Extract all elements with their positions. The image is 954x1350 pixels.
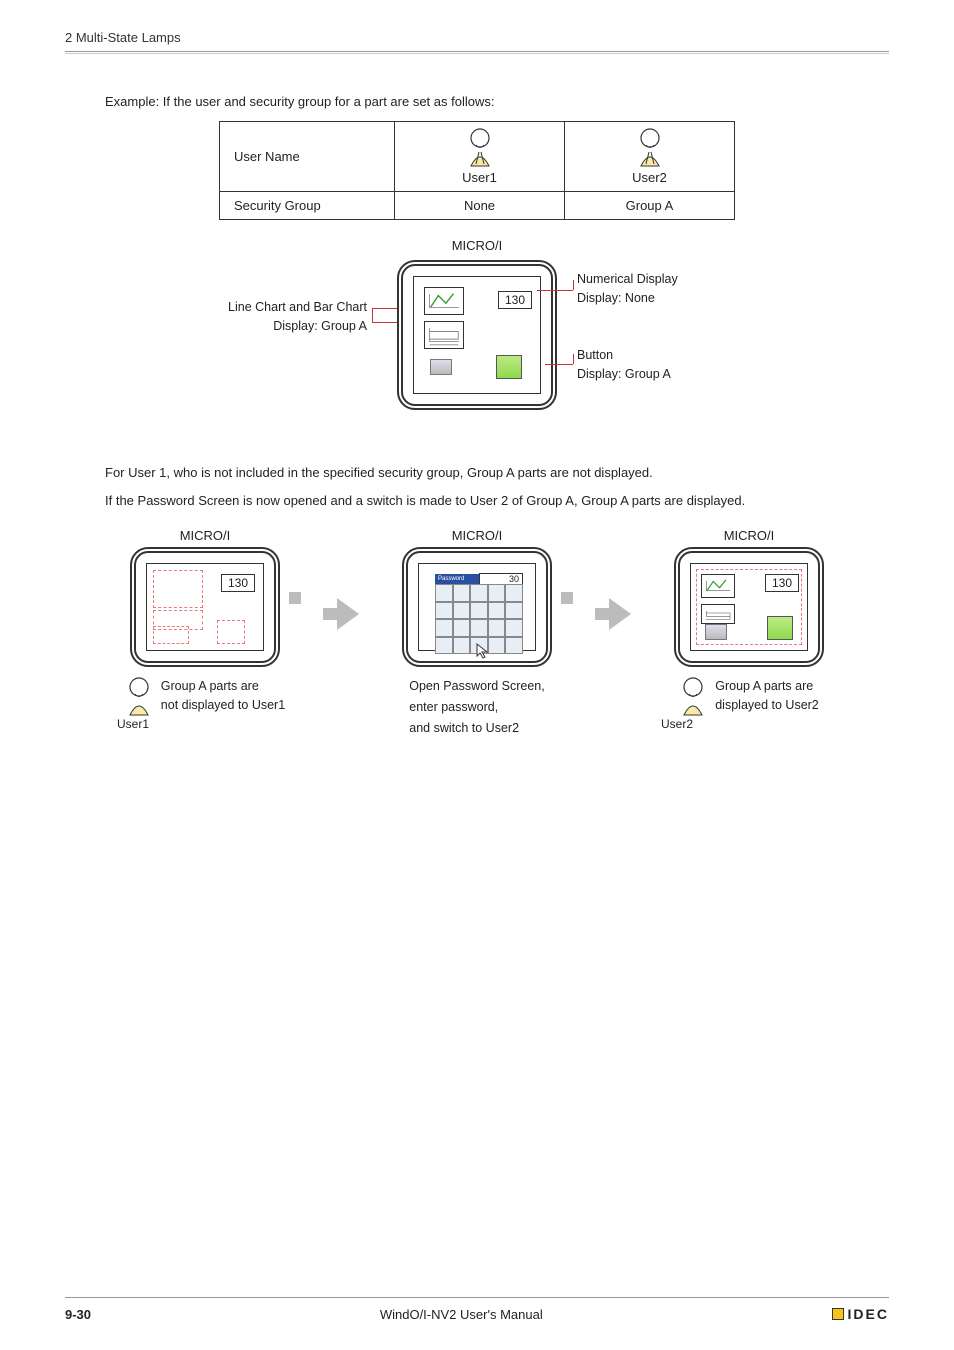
- brand-text: IDEC: [848, 1306, 889, 1322]
- table-row: Security Group None Group A: [220, 192, 735, 220]
- bar-chart-icon: [701, 604, 735, 624]
- callout-line: Display: None: [577, 289, 737, 308]
- user-cell: User2: [565, 122, 735, 192]
- caption-line: Open Password Screen,: [409, 677, 545, 696]
- button-icon: [767, 616, 793, 640]
- user-label: User2: [661, 717, 693, 731]
- row-label: Security Group: [220, 192, 395, 220]
- cursor-icon: [475, 642, 489, 660]
- divider: [65, 53, 889, 54]
- line-chart-icon: [424, 287, 464, 315]
- numerical-display: 130: [765, 574, 799, 592]
- main-diagram: MICRO/I Line Chart and Bar Chart Display…: [167, 238, 787, 438]
- numerical-display: 130: [498, 291, 532, 309]
- page-number: 9-30: [65, 1307, 91, 1322]
- user-cell: User1: [395, 122, 565, 192]
- sequence-step-2: MICRO/I Password 30 Open Password Screen…: [387, 528, 567, 737]
- section-heading: 2 Multi-State Lamps: [65, 30, 889, 52]
- left-callout: Line Chart and Bar Chart Display: Group …: [197, 298, 367, 336]
- leader-line: [372, 308, 373, 322]
- user-icon: [679, 677, 707, 717]
- table-row: User Name User1 User2: [220, 122, 735, 192]
- callout-line: Button: [577, 346, 737, 365]
- callout-line: Line Chart and Bar Chart: [197, 298, 367, 317]
- user-icon: [125, 677, 153, 717]
- security-cell: Group A: [565, 192, 735, 220]
- caption-line: not displayed to User1: [161, 696, 285, 715]
- manual-title: WindO/I-NV2 User's Manual: [380, 1307, 543, 1322]
- device-title: MICRO/I: [180, 528, 231, 543]
- device-title: MICRO/I: [397, 238, 557, 253]
- user-icon: [636, 128, 664, 168]
- callout-line: Display: Group A: [197, 317, 367, 336]
- sequence-step-3: MICRO/I 130 Group A pa: [659, 528, 839, 731]
- sequence-diagram: MICRO/I 130 Group A parts are not displa…: [65, 528, 889, 737]
- right-top-callout: Numerical Display Display: None: [577, 270, 737, 308]
- body-text-2: If the Password Screen is now opened and…: [105, 490, 869, 512]
- arrow-right-icon: [595, 598, 631, 630]
- user-icon: [466, 128, 494, 168]
- leader-line: [537, 290, 573, 291]
- hmi-device: 130: [397, 260, 557, 410]
- callout-line: Display: Group A: [577, 365, 737, 384]
- user-label: User2: [632, 170, 667, 185]
- leader-line: [573, 280, 574, 290]
- right-bottom-callout: Button Display: Group A: [577, 346, 737, 384]
- security-cell: None: [395, 192, 565, 220]
- line-chart-icon: [701, 574, 735, 598]
- user-label: User1: [462, 170, 497, 185]
- button-icon: [496, 355, 522, 379]
- caption-line: Group A parts are: [161, 677, 285, 696]
- bar-chart-icon: [424, 321, 464, 349]
- bar-3d-icon: [705, 624, 727, 640]
- caption-line: enter password,: [409, 698, 498, 717]
- arrow-right-icon: [323, 598, 359, 630]
- body-text-1: For User 1, who is not included in the s…: [105, 462, 869, 484]
- page-footer: 9-30 WindO/I-NV2 User's Manual IDEC: [65, 1297, 889, 1322]
- leader-line: [545, 364, 573, 365]
- bar-3d-icon: [430, 359, 452, 375]
- sequence-step-1: MICRO/I 130 Group A parts are not displa…: [115, 528, 295, 731]
- password-header: Password: [435, 574, 479, 584]
- callout-line: Numerical Display: [577, 270, 737, 289]
- row-label: User Name: [220, 122, 395, 192]
- numerical-display: 130: [221, 574, 255, 592]
- leader-line: [573, 354, 574, 364]
- logo-box-icon: [832, 1308, 844, 1320]
- caption-line: displayed to User2: [715, 696, 819, 715]
- device-title: MICRO/I: [724, 528, 775, 543]
- caption-line: Group A parts are: [715, 677, 819, 696]
- device-title: MICRO/I: [452, 528, 503, 543]
- intro-text: Example: If the user and security group …: [105, 94, 889, 109]
- brand-logo: IDEC: [832, 1306, 889, 1322]
- user-security-table: User Name User1 User2: [219, 121, 735, 220]
- caption-line: and switch to User2: [409, 719, 519, 738]
- user-label: User1: [117, 717, 149, 731]
